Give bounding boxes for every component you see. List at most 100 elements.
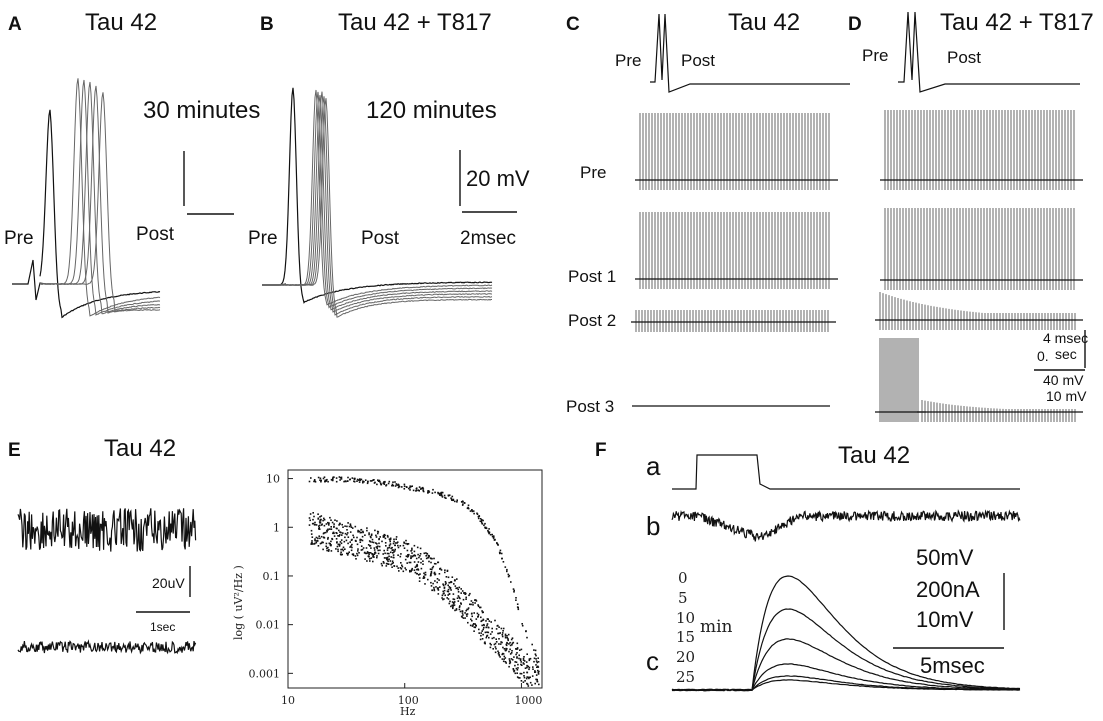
spectrum-point-lower xyxy=(459,597,461,600)
spectrum-point-upper xyxy=(403,483,406,486)
spectrum-point-lower xyxy=(379,536,381,538)
spectrum-point-lower xyxy=(425,555,427,557)
spectrum-point-upper xyxy=(467,506,469,509)
spectrum-point-lower xyxy=(419,555,421,557)
spectrum-point-lower xyxy=(536,678,538,681)
spectrum-point-upper xyxy=(531,643,533,646)
spectrum-point-lower xyxy=(349,524,352,527)
spectrum-point-lower xyxy=(488,636,490,639)
spectrum-point-upper xyxy=(491,535,494,538)
spectrum-point-upper xyxy=(504,566,507,568)
spectrum-point-lower xyxy=(388,552,390,555)
spectrum-point-lower xyxy=(329,516,331,519)
spectrum-point-upper xyxy=(471,509,473,511)
spectrum-point-lower xyxy=(478,632,480,634)
spectrum-point-lower xyxy=(527,665,529,668)
spectrum-point-lower xyxy=(389,538,392,541)
spectrum-point-lower xyxy=(447,594,449,596)
spectrum-point-lower xyxy=(388,558,390,560)
spectrum-point-upper xyxy=(439,494,441,496)
spectrum-point-upper xyxy=(422,489,424,492)
spectrum-point-lower xyxy=(382,535,385,537)
spectrum-point-lower xyxy=(352,554,355,557)
spectrum-point-lower xyxy=(339,531,341,533)
spectrum-point-upper xyxy=(451,499,453,501)
spectrum-point-lower xyxy=(351,527,354,529)
spectrum-point-lower xyxy=(443,586,446,589)
panel-a-post-label: Post xyxy=(136,224,175,245)
panel-letter-e: E xyxy=(8,440,21,461)
spectrum-point-lower xyxy=(526,653,528,655)
spectrum-point-upper xyxy=(362,481,364,484)
spectrum-point-lower xyxy=(488,620,491,622)
spectrum-point-lower xyxy=(485,626,487,629)
spectrum-point-lower xyxy=(337,548,339,551)
spectrum-point-lower xyxy=(484,631,487,634)
spectrum-point-lower xyxy=(473,626,476,628)
spectrum-point-lower xyxy=(372,554,375,557)
spectrum-point-lower xyxy=(448,586,451,588)
spectrum-point-lower xyxy=(330,550,333,552)
spectrum-point-lower xyxy=(411,567,413,570)
panel-c-pre-small: Pre xyxy=(615,51,641,70)
spectrum-point-lower xyxy=(522,659,525,661)
spectrum-point-lower xyxy=(519,649,521,651)
spectrum-point-lower xyxy=(524,667,527,669)
spectrum-point-lower xyxy=(483,623,485,626)
spectrum-point-lower xyxy=(417,568,419,570)
spectrum-point-lower xyxy=(431,567,434,569)
spectrum-point-lower xyxy=(411,549,413,551)
spectrum-point-lower xyxy=(491,627,493,630)
spectrum-point-lower xyxy=(482,633,484,636)
spectrum-point-lower xyxy=(325,523,328,525)
spectrum-point-upper xyxy=(367,480,369,483)
spectrum-point-upper xyxy=(500,552,503,555)
spectrum-point-lower xyxy=(344,548,346,550)
spectrum-point-lower xyxy=(320,542,323,544)
spectrum-point-lower xyxy=(310,543,312,545)
spectrum-point-lower xyxy=(356,554,359,557)
spectrum-point-lower xyxy=(536,666,538,668)
spectrum-point-lower xyxy=(467,621,469,624)
spectrum-point-upper xyxy=(437,491,439,494)
panel-f-scale-line-2: 200nA xyxy=(916,577,980,602)
spectrum-point-lower xyxy=(518,654,520,657)
spectrum-point-lower xyxy=(473,612,475,614)
spectrum-point-lower xyxy=(518,657,520,660)
spectrum-point-lower xyxy=(474,602,476,604)
spectrum-point-upper xyxy=(332,478,334,480)
spectrum-point-lower xyxy=(312,512,314,514)
spectrum-point-lower xyxy=(361,535,364,538)
spectrum-point-lower xyxy=(315,536,318,539)
panel-c: C Tau 42 Pre Post Pre Post 1 Post 2 Post… xyxy=(566,9,850,416)
spectrum-point-lower xyxy=(370,533,373,536)
spectrum-point-lower xyxy=(393,556,395,559)
spectrum-point-lower xyxy=(481,611,484,614)
spectrum-point-upper xyxy=(448,494,451,496)
spectrum-point-lower xyxy=(399,567,402,569)
panel-d-train-post3 xyxy=(879,338,919,422)
spectrum-point-upper xyxy=(517,608,520,611)
spectrum-point-upper xyxy=(394,481,396,483)
spectrum-point-lower xyxy=(381,564,383,567)
spectrum-point-lower xyxy=(504,636,507,639)
spectrum-point-lower xyxy=(446,569,449,572)
spectrum-point-lower xyxy=(310,533,313,535)
spectrum-point-lower xyxy=(342,546,345,549)
spectrum-point-lower xyxy=(413,544,416,547)
spectrum-point-lower xyxy=(535,658,537,660)
spectrum-point-lower xyxy=(323,517,325,520)
panel-b-trace-3 xyxy=(279,95,493,311)
spectrum-point-upper xyxy=(376,483,378,486)
spectrum-point-lower xyxy=(329,544,332,546)
spectrum-point-lower xyxy=(317,517,320,520)
spectrum-point-lower xyxy=(523,656,525,658)
spectrum-point-lower xyxy=(319,521,322,523)
spectrum-point-upper xyxy=(513,591,515,593)
spectrum-point-lower xyxy=(502,630,504,632)
spectrum-point-lower xyxy=(515,667,518,670)
spectrum-point-lower xyxy=(397,567,399,569)
spectrum-point-lower xyxy=(398,570,400,572)
spectrum-point-lower xyxy=(447,576,450,579)
spectrum-point-lower xyxy=(332,531,335,534)
